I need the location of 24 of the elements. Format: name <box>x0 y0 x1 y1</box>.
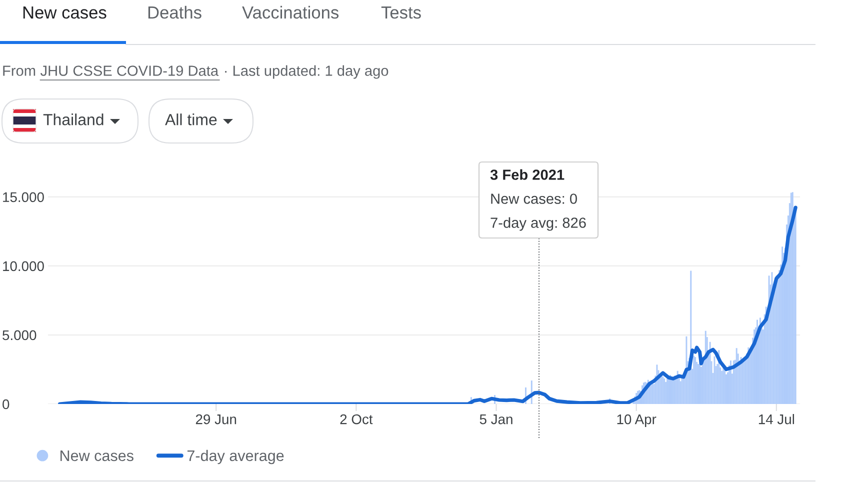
text: Thailand <box>43 114 104 126</box>
text: New cases <box>23 6 106 19</box>
legend-label: 7-day average <box>187 450 284 464</box>
text: · Last updated: 1 day ago <box>225 65 388 79</box>
annotation: New cases: 0 <box>491 194 577 204</box>
x-tick-label: 14 Jul <box>758 414 794 424</box>
text: 3 Feb 2021 <box>490 169 564 180</box>
x-tick-label: 2 Oct <box>340 414 373 424</box>
y-tick-label: 5.000 <box>2 330 36 340</box>
text: JHU CSSE COVID-19 Data <box>40 66 219 76</box>
text: From <box>3 66 36 76</box>
x-tick-label: 10 Apr <box>617 414 656 427</box>
text: All time <box>165 114 217 126</box>
annotation: 7-day avg: 826 <box>490 217 586 231</box>
line-series <box>58 206 798 404</box>
text: Tests <box>381 6 421 19</box>
y-tick-label: 15.000 <box>3 192 44 202</box>
text: Vaccinations <box>242 6 339 19</box>
x-tick-label: 5 Jan <box>480 414 512 424</box>
text: Deaths <box>148 6 202 19</box>
legend-label: New cases <box>60 450 134 462</box>
x-tick-label: 29 Jun <box>196 414 236 424</box>
y-tick-label: 0 <box>2 399 10 410</box>
y-tick-label: 10.000 <box>3 261 44 272</box>
